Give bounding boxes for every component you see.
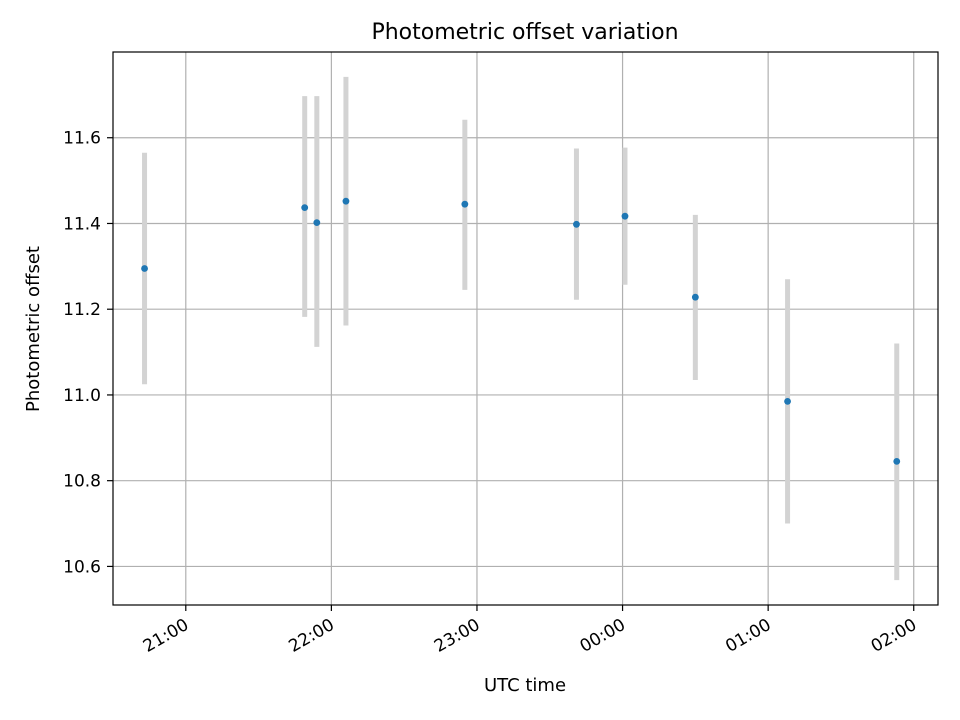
y-axis-ticks: 10.6 10.8 11.0 11.2 11.4 11.6	[63, 129, 113, 577]
y-tick-label: 11.4	[63, 214, 101, 234]
x-axis-label: UTC time	[484, 675, 566, 696]
data-point	[893, 457, 901, 465]
grid	[113, 52, 938, 605]
y-tick-label: 11.0	[63, 386, 101, 406]
y-tick-label: 11.6	[63, 129, 101, 149]
y-tick-label: 11.2	[63, 300, 101, 320]
data-point	[301, 204, 309, 212]
chart-title: Photometric offset variation	[371, 20, 678, 45]
data-points	[141, 197, 901, 465]
data-point	[141, 265, 148, 272]
y-tick-label: 10.6	[63, 557, 101, 577]
data-point	[691, 293, 699, 301]
plot-area-frame	[112, 51, 939, 606]
data-point	[621, 212, 629, 220]
data-point	[784, 397, 791, 405]
data-point	[573, 220, 580, 228]
data-point	[313, 219, 321, 227]
y-tick-label: 10.8	[63, 472, 101, 492]
data-point	[342, 197, 350, 205]
y-axis-label: Photometric offset	[23, 246, 44, 412]
data-point	[461, 200, 469, 208]
